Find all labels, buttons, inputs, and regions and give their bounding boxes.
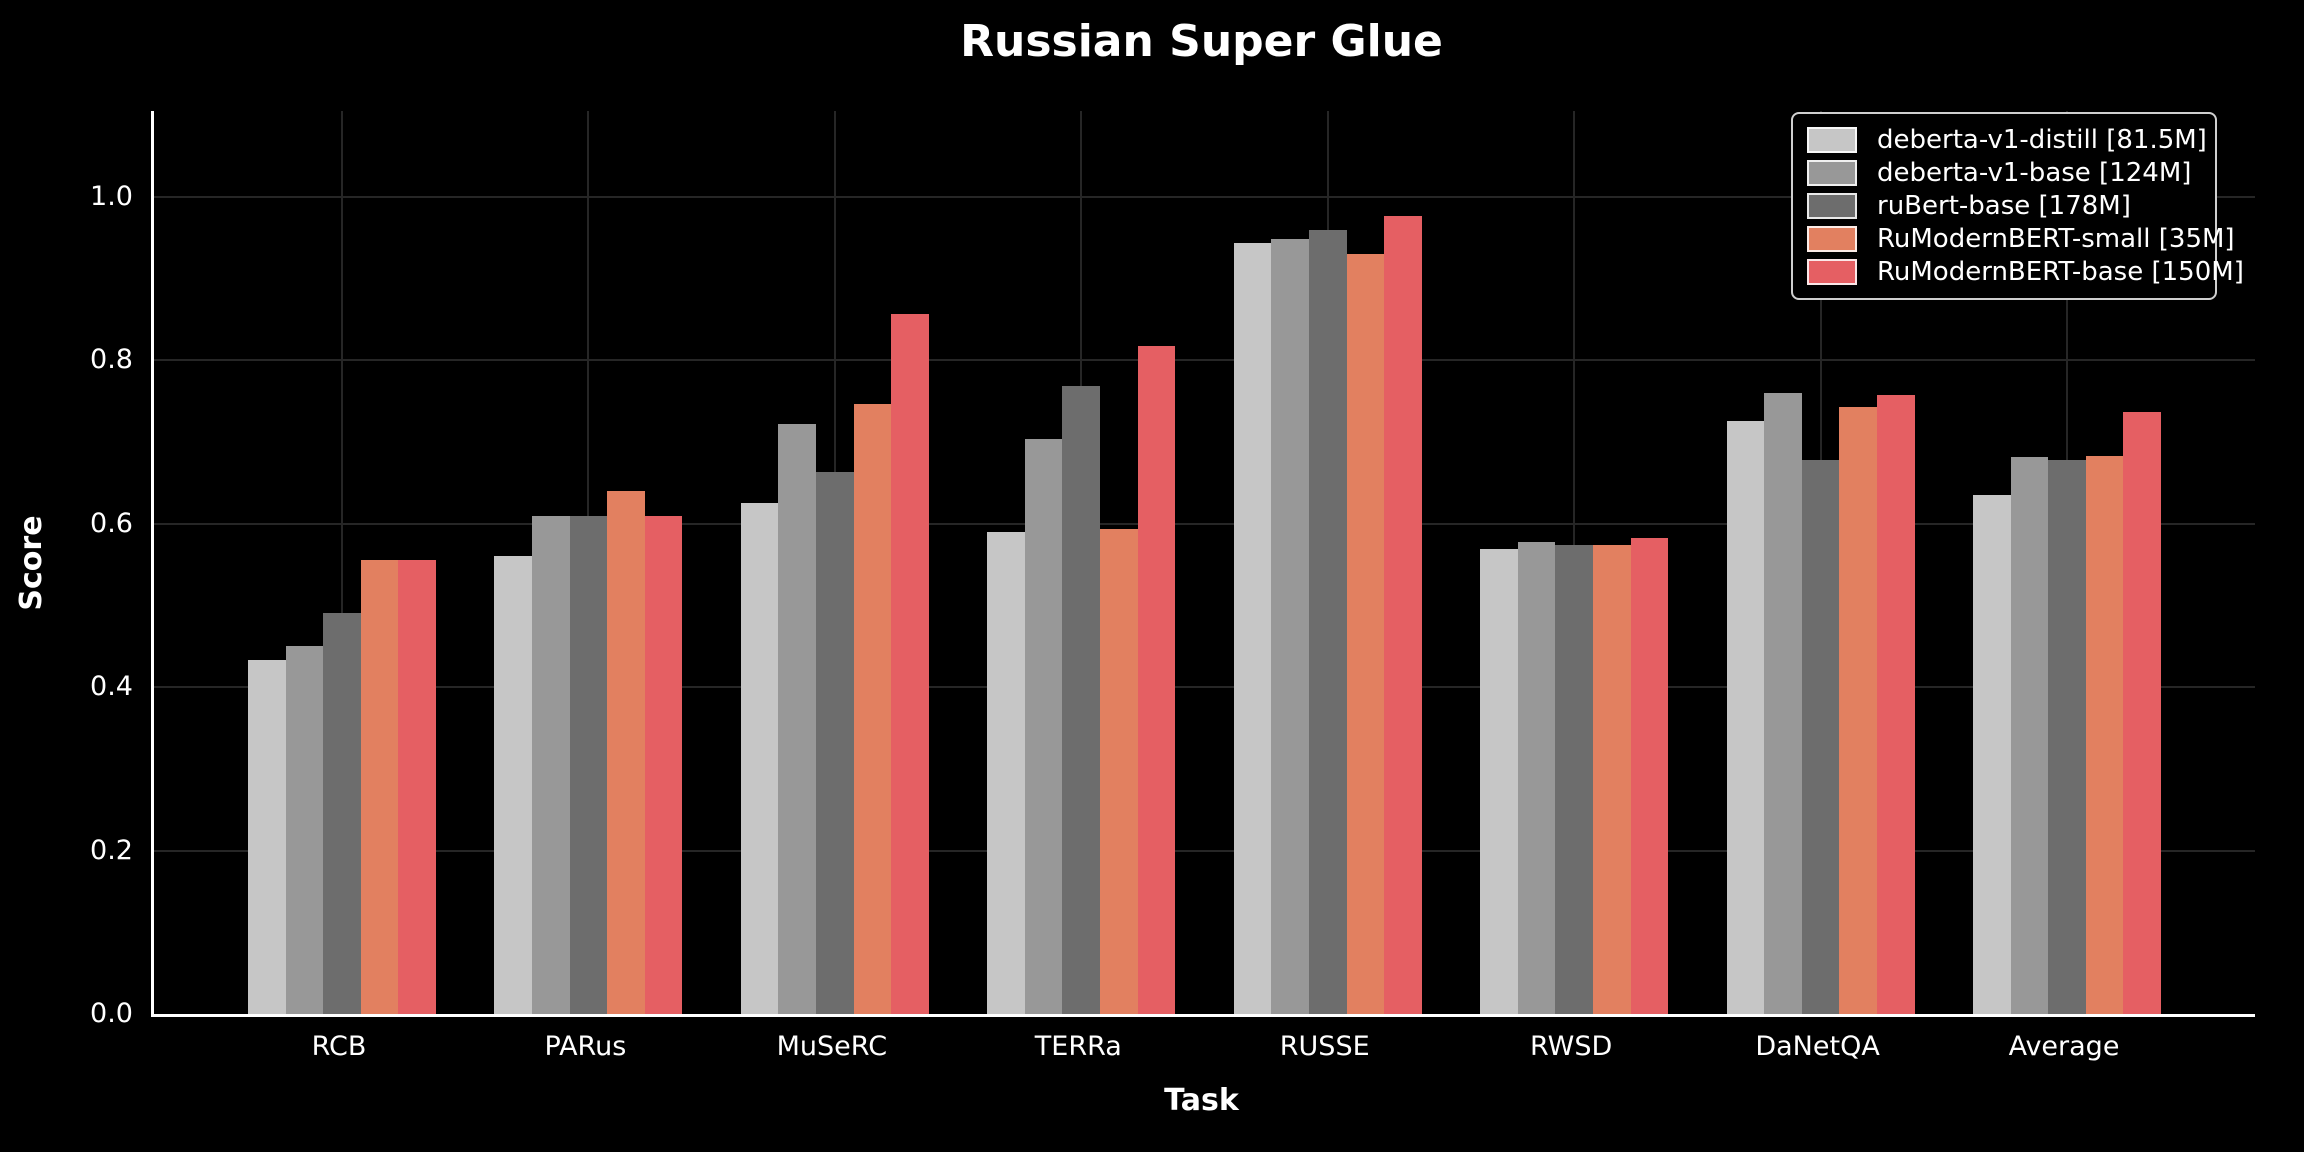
x-tick-label: RWSD	[1529, 1031, 1613, 1062]
bar	[740, 503, 779, 1014]
bar	[1137, 345, 1176, 1014]
bar	[607, 491, 645, 1014]
legend-item: RuModernBERT-small [35M]	[1807, 224, 2235, 254]
bar	[1233, 243, 1272, 1014]
legend-item: ruBert-base [178M]	[1807, 191, 2201, 221]
bar-group	[1233, 215, 1422, 1014]
legend-label: RuModernBERT-base [150M]	[1877, 257, 2244, 287]
bar	[987, 531, 1025, 1014]
bar	[1592, 544, 1631, 1014]
gridline-horizontal	[154, 686, 2255, 689]
legend-swatch	[1807, 193, 1857, 219]
legend-swatch	[1807, 127, 1857, 153]
bar	[1517, 541, 1556, 1014]
legend-label: RuModernBERT-small [35M]	[1877, 224, 2235, 254]
plot-area	[151, 111, 2255, 1017]
gridline-vertical	[341, 111, 343, 1014]
bar	[853, 404, 892, 1014]
bar	[285, 646, 324, 1014]
x-axis-label: Task	[1164, 1083, 1239, 1118]
bar	[494, 556, 533, 1014]
bar	[1764, 392, 1802, 1014]
bar	[323, 612, 361, 1014]
bar-group	[740, 313, 929, 1014]
x-tick-label: RUSSE	[1279, 1031, 1370, 1062]
x-tick-label: PARus	[544, 1031, 627, 1062]
bar	[248, 660, 286, 1014]
bar	[532, 515, 570, 1014]
bar	[644, 515, 683, 1014]
legend-label: deberta-v1-distill [81.5M]	[1877, 125, 2207, 155]
x-tick-label: RCB	[311, 1031, 367, 1062]
bar	[1801, 459, 1840, 1014]
bar	[569, 515, 608, 1014]
bar	[891, 313, 929, 1014]
legend-item: deberta-v1-base [124M]	[1807, 158, 2201, 188]
bar	[1346, 254, 1385, 1014]
bar	[360, 560, 399, 1014]
bar	[1839, 406, 1877, 1014]
bar-group	[248, 559, 436, 1014]
y-tick-label: 0.4	[90, 671, 133, 703]
x-tick-label: Average	[2008, 1031, 2120, 1062]
bar	[1480, 549, 1518, 1014]
gridline-horizontal	[154, 359, 2255, 362]
legend-swatch	[1807, 160, 1857, 186]
x-tick-label: DaNetQA	[1755, 1031, 1880, 1062]
bar	[1062, 385, 1101, 1014]
bar	[2048, 459, 2086, 1014]
y-axis-label: Score	[14, 515, 49, 611]
gridline-horizontal	[154, 522, 2255, 525]
legend-swatch	[1807, 259, 1857, 285]
y-tick-label: 0.8	[90, 344, 133, 376]
chart-title: Russian Super Glue	[960, 16, 1443, 67]
bar	[2010, 456, 2049, 1014]
gridline-horizontal	[154, 849, 2255, 852]
y-tick-label: 1.0	[90, 180, 133, 212]
legend: deberta-v1-distill [81.5M] deberta-v1-bas…	[1791, 112, 2244, 300]
bar-group	[987, 345, 1176, 1014]
bar-group	[1480, 537, 1669, 1014]
bar	[1726, 420, 1765, 1014]
bar	[2085, 455, 2124, 1014]
bar	[1271, 239, 1309, 1014]
x-tick-label: MuSeRC	[776, 1031, 888, 1062]
y-tick-label: 0.0	[90, 998, 133, 1029]
bar	[1555, 544, 1593, 1014]
bar	[778, 424, 817, 1014]
bar	[1630, 537, 1669, 1014]
bar	[816, 472, 854, 1014]
legend-label: deberta-v1-base [124M]	[1877, 158, 2192, 188]
bar	[1876, 394, 1915, 1014]
legend-item: RuModernBERT-base [150M]	[1807, 257, 2244, 287]
bar	[398, 559, 436, 1014]
bar-group	[1726, 392, 1915, 1014]
bar	[1100, 529, 1138, 1014]
bar	[1024, 438, 1063, 1014]
bar-group	[1973, 411, 2161, 1014]
bar	[1973, 495, 2011, 1014]
legend-item: deberta-v1-distill [81.5M]	[1807, 125, 2207, 155]
bar	[1308, 229, 1347, 1014]
bar	[2123, 411, 2161, 1014]
bar-group	[494, 491, 683, 1014]
bar	[1384, 215, 1422, 1014]
legend-swatch	[1807, 226, 1857, 252]
y-tick-label: 0.6	[90, 507, 133, 539]
legend-label: ruBert-base [178M]	[1877, 191, 2131, 221]
x-tick-label: TERRa	[1034, 1031, 1122, 1062]
y-tick-label: 0.2	[90, 834, 133, 866]
gridline-horizontal	[154, 195, 2255, 198]
